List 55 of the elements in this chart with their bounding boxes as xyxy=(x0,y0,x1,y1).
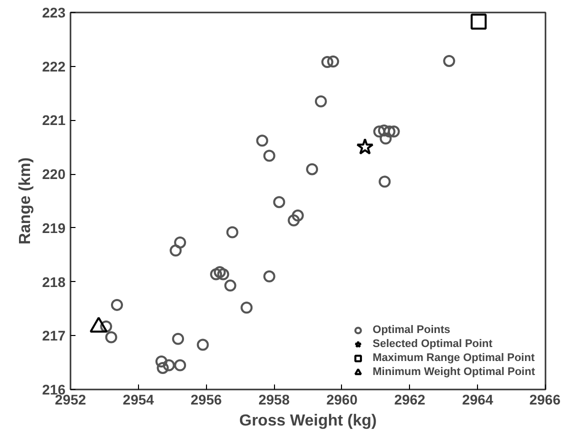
y-tick-label: 222 xyxy=(42,58,66,74)
point xyxy=(172,332,184,345)
point xyxy=(314,95,327,108)
point xyxy=(263,270,276,282)
point xyxy=(214,266,226,278)
point xyxy=(100,320,112,332)
point xyxy=(156,362,169,374)
point xyxy=(292,210,304,222)
x-tick-label: 2954 xyxy=(122,392,154,408)
y-tick-label: 220 xyxy=(42,166,66,182)
point xyxy=(356,138,374,155)
y-tick-label: 221 xyxy=(42,112,66,128)
x-axis-title: Gross Weight (kg) xyxy=(239,412,377,430)
point xyxy=(306,163,318,176)
y-axis-title: Range (km) xyxy=(17,157,34,245)
point xyxy=(226,226,238,238)
point xyxy=(273,196,286,208)
y-tick-label: 218 xyxy=(42,274,66,290)
point xyxy=(443,54,456,67)
point xyxy=(162,359,175,372)
point xyxy=(263,150,276,162)
x-tick-label: 2964 xyxy=(462,392,494,408)
x-tick-label: 2956 xyxy=(190,392,222,408)
point xyxy=(105,331,118,344)
point xyxy=(224,280,236,292)
y-tick-label: 219 xyxy=(42,220,66,236)
point xyxy=(174,359,186,372)
point xyxy=(174,236,186,248)
point xyxy=(373,126,386,138)
point xyxy=(240,302,253,314)
point xyxy=(380,132,392,145)
point xyxy=(110,298,123,311)
point xyxy=(388,126,400,138)
x-tick-label: 2966 xyxy=(529,392,561,408)
legend-label: Selected Optimal Point xyxy=(372,337,492,351)
x-tick-label: 2960 xyxy=(326,392,358,408)
point xyxy=(470,14,487,30)
point xyxy=(217,268,230,280)
point xyxy=(155,356,168,368)
point xyxy=(210,268,222,280)
point xyxy=(288,214,300,226)
point xyxy=(256,134,268,147)
x-tick-label: 2962 xyxy=(394,392,426,408)
point xyxy=(196,338,209,351)
legend-label: Maximum Range Optimal Point xyxy=(372,351,535,365)
x-tick-label: 2958 xyxy=(258,392,290,408)
legend-label: Minimum Weight Optimal Point xyxy=(372,365,535,379)
point xyxy=(378,124,390,136)
point xyxy=(327,56,340,68)
point xyxy=(170,244,182,257)
point xyxy=(321,56,334,68)
point xyxy=(378,176,391,188)
y-tick-label: 217 xyxy=(42,328,66,344)
legend-label: Optimal Points xyxy=(372,323,450,337)
y-tick-label: 223 xyxy=(42,4,66,20)
